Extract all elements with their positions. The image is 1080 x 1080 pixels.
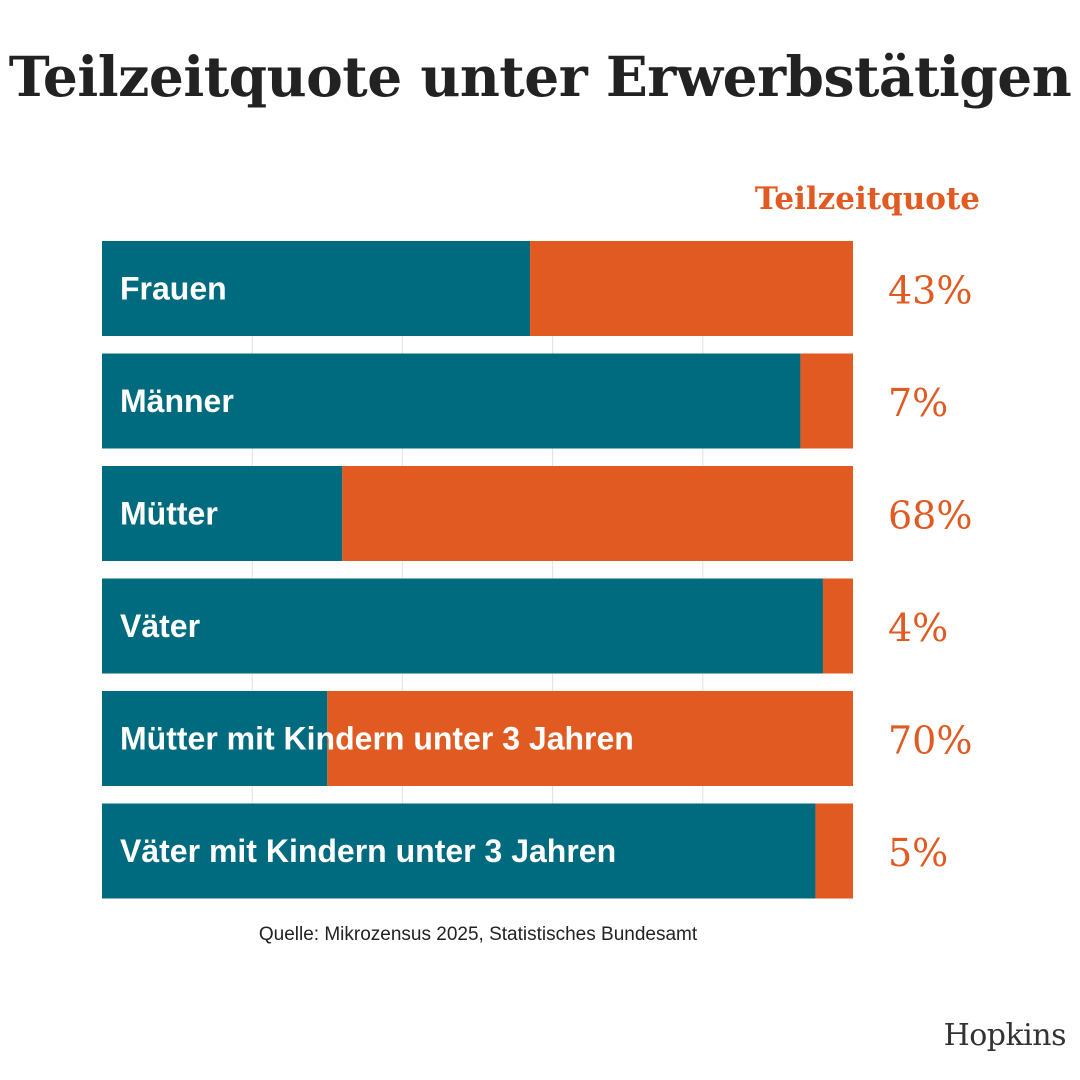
category-label: Mütter mit Kindern unter 3 Jahren (120, 721, 634, 757)
bar-row: Mütter mit Kindern unter 3 Jahren 70% (102, 691, 972, 786)
value-label: 4% (888, 606, 948, 650)
bar-row: Frauen 43% (102, 241, 972, 336)
category-label: Frauen (120, 271, 227, 307)
bar-full-time (102, 466, 343, 561)
category-label: Väter (120, 608, 200, 644)
bar-row: Männer 7% (102, 353, 948, 449)
category-label: Mütter (120, 496, 218, 532)
page-title: Teilzeitquote unter Erwerbstätigen (8, 44, 1072, 109)
bar-full-time (102, 803, 816, 899)
bar-row: Mütter 68% (102, 466, 972, 561)
bar-part-time (530, 241, 853, 336)
bar-part-time (800, 353, 853, 449)
value-label: 7% (888, 381, 948, 425)
brand-logo: Hopkins (943, 1018, 1067, 1053)
category-label: Väter mit Kindern unter 3 Jahren (120, 833, 616, 869)
value-label: 68% (888, 494, 972, 538)
bar-full-time (102, 691, 328, 786)
category-label: Männer (120, 383, 234, 419)
bars-layer: Frauen 43% Männer 7% Mütter 68% Väter 4% Mütter … (102, 241, 972, 899)
bar-part-time (822, 578, 853, 674)
bar-row: Väter 4% (102, 578, 948, 674)
bar-part-time (342, 466, 853, 561)
value-column-header: Teilzeitquote (755, 181, 980, 217)
bar-part-time (815, 803, 853, 899)
value-label: 43% (888, 269, 972, 313)
grid-layer (251, 241, 704, 899)
source-note: Quelle: Mikrozensus 2025, Statistisches … (258, 924, 698, 945)
value-label: 5% (888, 831, 948, 875)
bar-full-time (102, 578, 823, 674)
bar-row: Väter mit Kindern unter 3 Jahren 5% (102, 803, 948, 899)
bar-full-time (102, 353, 801, 449)
bar-full-time (102, 241, 531, 336)
value-label: 70% (888, 719, 972, 763)
bar-part-time (327, 691, 853, 786)
